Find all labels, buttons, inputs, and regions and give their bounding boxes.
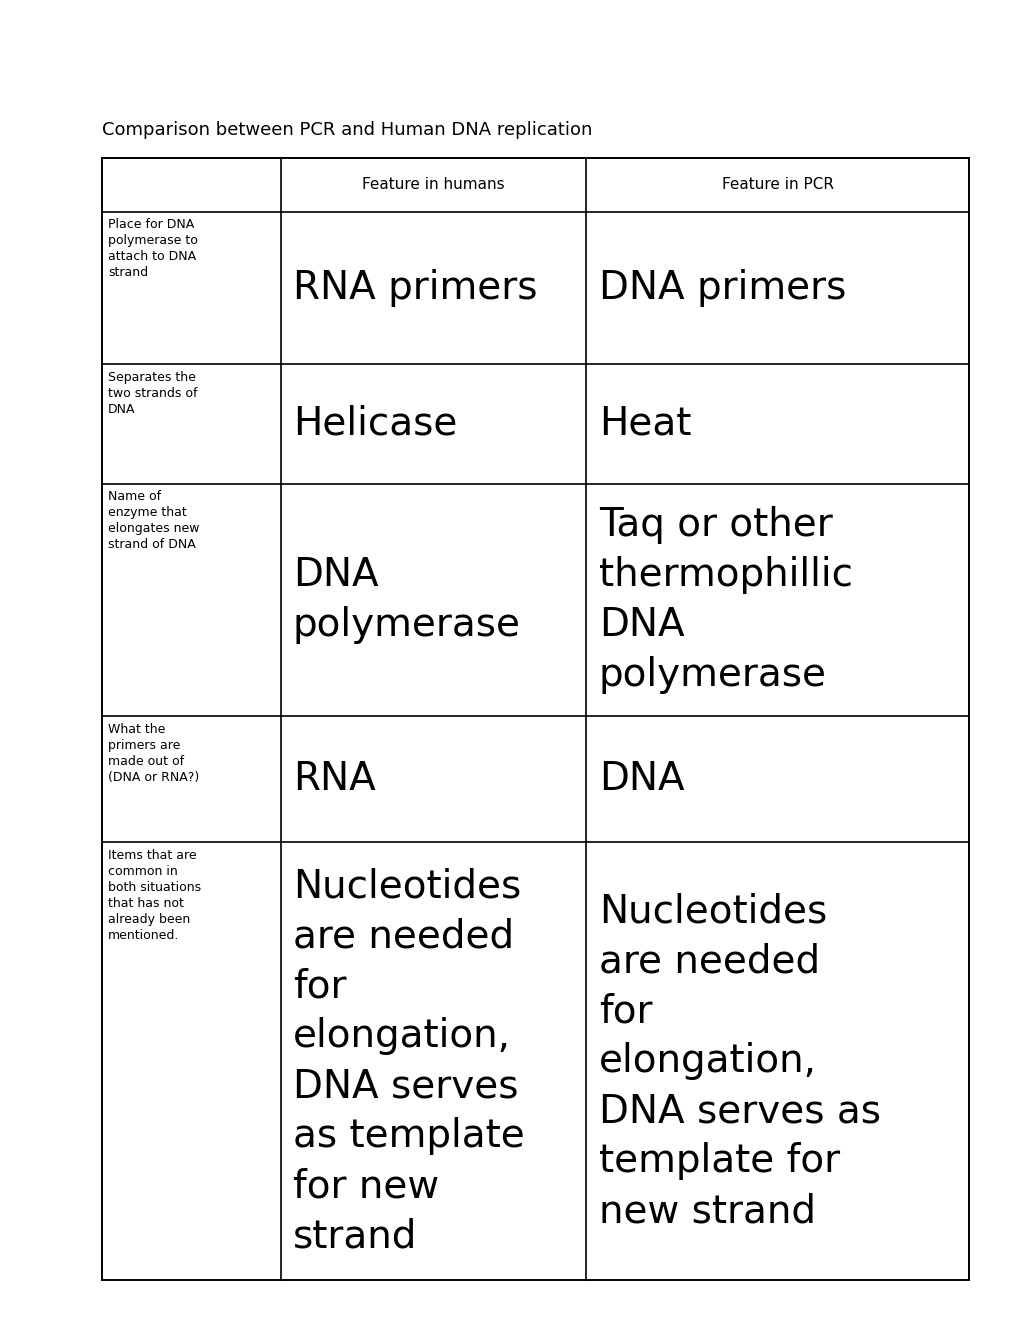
Text: Heat: Heat: [598, 405, 691, 444]
Text: DNA: DNA: [598, 760, 684, 799]
Text: Name of
enzyme that
elongates new
strand of DNA: Name of enzyme that elongates new strand…: [108, 490, 200, 552]
Text: DNA
polymerase: DNA polymerase: [292, 556, 521, 644]
Text: Nucleotides
are needed
for
elongation,
DNA serves
as template
for new
strand: Nucleotides are needed for elongation, D…: [292, 867, 524, 1255]
Text: Separates the
two strands of
DNA: Separates the two strands of DNA: [108, 371, 198, 416]
Text: Taq or other
thermophillic
DNA
polymerase: Taq or other thermophillic DNA polymeras…: [598, 506, 852, 694]
Text: Nucleotides
are needed
for
elongation,
DNA serves as
template for
new strand: Nucleotides are needed for elongation, D…: [598, 892, 879, 1230]
Text: Feature in PCR: Feature in PCR: [721, 177, 833, 193]
Text: Items that are
common in
both situations
that has not
already been
mentioned.: Items that are common in both situations…: [108, 849, 201, 942]
Text: DNA primers: DNA primers: [598, 269, 846, 306]
Text: Place for DNA
polymerase to
attach to DNA
strand: Place for DNA polymerase to attach to DN…: [108, 218, 198, 279]
Text: Feature in humans: Feature in humans: [362, 177, 504, 193]
Text: Helicase: Helicase: [292, 405, 457, 444]
Text: What the
primers are
made out of
(DNA or RNA?): What the primers are made out of (DNA or…: [108, 722, 199, 784]
Text: Comparison between PCR and Human DNA replication: Comparison between PCR and Human DNA rep…: [102, 120, 592, 139]
Text: RNA primers: RNA primers: [292, 269, 537, 306]
Text: RNA: RNA: [292, 760, 375, 799]
